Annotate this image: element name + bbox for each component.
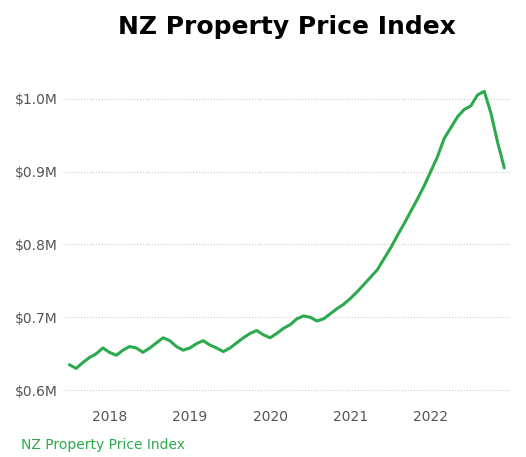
Title: NZ Property Price Index: NZ Property Price Index [118, 15, 456, 39]
Text: NZ Property Price Index: NZ Property Price Index [21, 438, 185, 452]
